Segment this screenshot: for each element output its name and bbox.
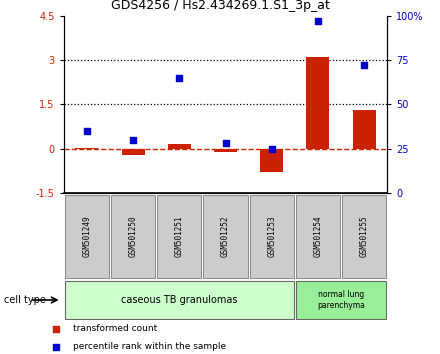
Text: GSM501253: GSM501253 [267,216,276,257]
Bar [75,148,99,149]
Bar [157,195,202,278]
Text: GSM501250: GSM501250 [128,216,138,257]
Text: GSM501251: GSM501251 [175,216,184,257]
Point [268,146,275,152]
Text: GSM501254: GSM501254 [313,216,323,257]
Point [361,63,368,68]
Text: GSM501255: GSM501255 [359,216,369,257]
Bar [342,195,386,278]
Bar [249,195,294,278]
Bar [168,144,191,149]
Point [52,326,59,332]
Text: caseous TB granulomas: caseous TB granulomas [121,295,238,305]
Bar [306,57,330,149]
Bar [203,195,248,278]
Bar [296,195,340,278]
Bar [260,149,283,172]
Point [222,141,229,146]
Text: normal lung
parenchyma: normal lung parenchyma [317,290,365,310]
Bar [65,195,109,278]
Point [84,128,91,134]
Text: GSM501252: GSM501252 [221,216,230,257]
Text: GDS4256 / Hs2.434269.1.S1_3p_at: GDS4256 / Hs2.434269.1.S1_3p_at [110,0,330,12]
Point [130,137,137,143]
Bar [65,281,294,319]
Text: percentile rank within the sample: percentile rank within the sample [73,342,226,351]
Text: cell type: cell type [4,295,46,305]
Bar [121,149,145,155]
Text: GSM501249: GSM501249 [82,216,92,257]
Bar [352,110,376,149]
Bar [214,149,237,152]
Point [52,344,59,349]
Point [314,18,321,24]
Text: transformed count: transformed count [73,324,157,333]
Point [176,75,183,81]
Bar [111,195,155,278]
Bar [296,281,386,319]
